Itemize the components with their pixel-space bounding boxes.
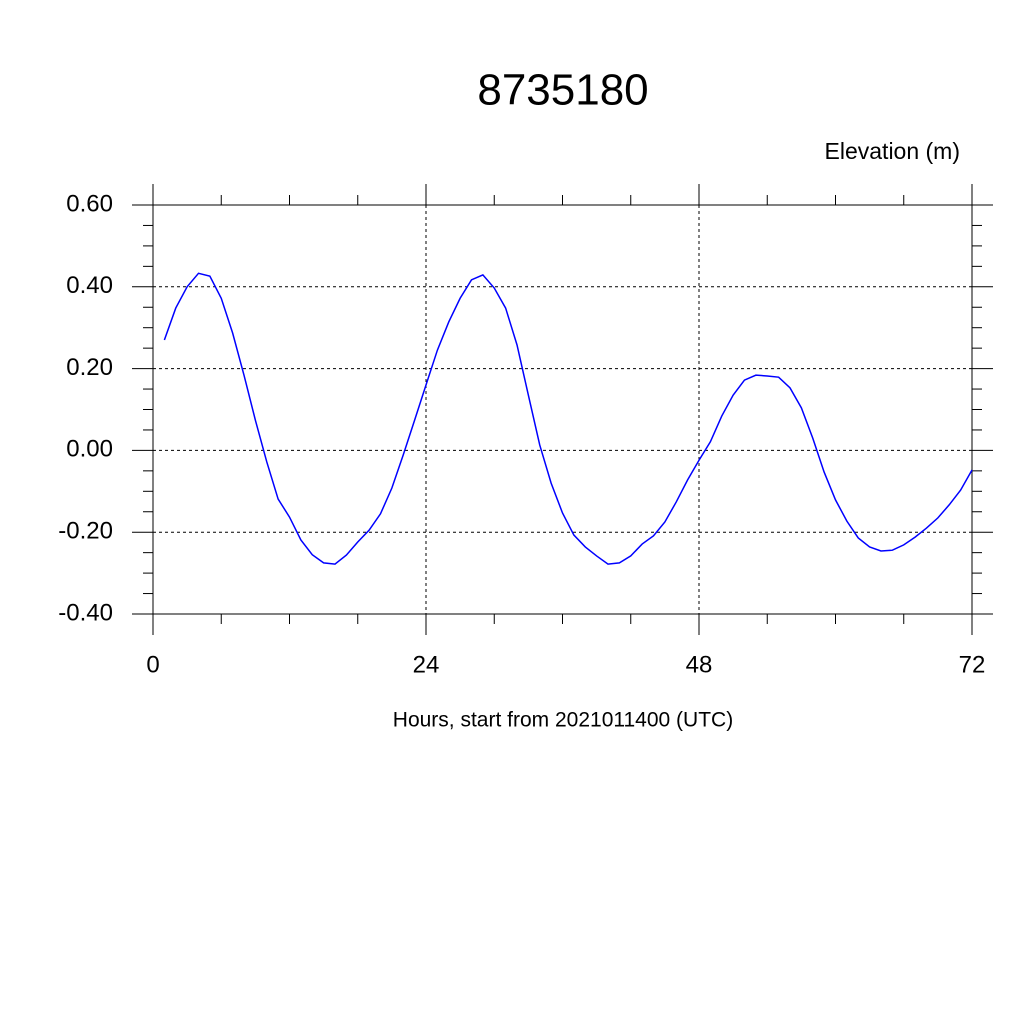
- y-tick-label: 0.20: [66, 354, 113, 381]
- x-tick-label: 48: [686, 651, 713, 678]
- x-axis-label: Hours, start from 2021011400 (UTC): [393, 709, 733, 732]
- x-tick-label: 0: [146, 651, 159, 678]
- y-tick-label: 0.40: [66, 272, 113, 299]
- y-tick-label: 0.60: [66, 190, 113, 217]
- chart-title: 8735180: [477, 66, 648, 115]
- x-tick-label: 72: [959, 651, 986, 678]
- x-tick-label: 24: [413, 651, 440, 678]
- y-axis-label: Elevation (m): [825, 138, 960, 164]
- y-tick-label: -0.40: [58, 599, 113, 626]
- y-tick-label: -0.20: [58, 518, 113, 545]
- plot-frame: [152, 204, 973, 615]
- data-line: [163, 272, 973, 565]
- y-tick-label: 0.00: [66, 436, 113, 463]
